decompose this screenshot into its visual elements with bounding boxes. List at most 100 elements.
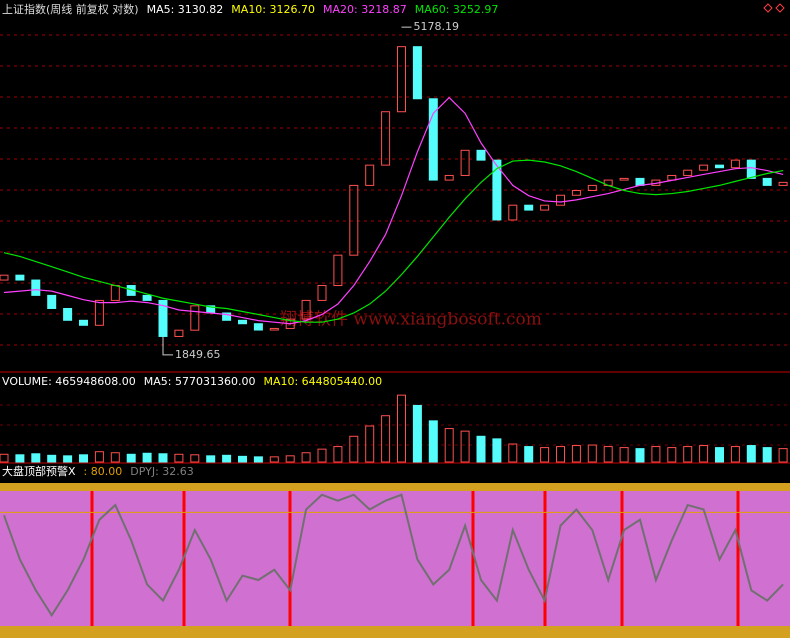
candle [746, 159, 756, 179]
candle [556, 194, 565, 206]
candle [571, 189, 581, 196]
candle [142, 294, 152, 301]
candle [699, 164, 709, 171]
volume-bar [699, 445, 709, 463]
ma-line [3, 159, 784, 323]
volume-bar [333, 446, 343, 463]
candle [715, 164, 724, 169]
candle [0, 274, 9, 281]
candle [619, 177, 629, 181]
volume-bar [476, 435, 486, 463]
candle [317, 285, 327, 301]
legend-entry: MA5: 577031360.00 [144, 375, 256, 388]
volume-bar [762, 447, 772, 463]
volume-bar [603, 446, 613, 463]
min-label: 1849.65 [175, 348, 221, 361]
candle [540, 204, 550, 211]
volume-bar [238, 455, 247, 463]
candle [476, 149, 486, 161]
volume-bar [31, 453, 41, 463]
legend-entry: MA20: 3218.87 [323, 3, 407, 16]
volume-bar [174, 453, 184, 463]
candle [174, 329, 184, 337]
candle [492, 159, 502, 221]
candle [47, 294, 57, 309]
volume-bar [142, 452, 152, 463]
volume-bar [285, 455, 295, 463]
volume-bar [667, 447, 677, 463]
ma-line [3, 96, 784, 325]
min-leader [162, 336, 173, 356]
volume-bar [63, 455, 73, 463]
volume-bar [15, 454, 25, 463]
volume-bar [635, 448, 645, 463]
volume-bar [317, 448, 327, 463]
legend-entry: : 80.00 [84, 465, 123, 478]
candle [333, 254, 343, 287]
candle [762, 177, 772, 186]
volume-bar [492, 438, 502, 463]
indicator-band-top [0, 483, 790, 491]
indicator-background [0, 483, 790, 638]
volume-bar [412, 404, 422, 463]
volume-bar [571, 445, 581, 463]
candle [31, 279, 41, 296]
candle [253, 323, 263, 331]
candle [63, 307, 73, 321]
candle [190, 305, 200, 331]
legend-entry: MA10: 644805440.00 [263, 375, 382, 388]
volume-bar [253, 456, 263, 463]
candle [365, 164, 375, 186]
legend-entry: VOLUME: 465948608.00 [2, 375, 136, 388]
candle [778, 181, 788, 186]
volume-bar [587, 444, 597, 463]
volume-bar [110, 452, 120, 463]
volume-bar [683, 446, 693, 463]
candle [301, 299, 311, 320]
candle [269, 327, 279, 331]
watermark: 翔博软件 www.xiangbosoft.com [280, 310, 542, 330]
candle [444, 174, 454, 181]
volume-bar [778, 448, 788, 463]
volume-bar [619, 447, 629, 463]
candle [460, 149, 470, 176]
volume-bar [381, 415, 391, 463]
candle [397, 46, 406, 113]
candle [683, 169, 693, 176]
volume-bar [715, 447, 724, 463]
corner-icons [763, 3, 785, 13]
volume-bar [428, 420, 438, 463]
candle [79, 319, 88, 326]
volume-bar [79, 454, 88, 463]
volume-bar [730, 446, 740, 463]
volume-bar [746, 445, 756, 463]
volume-bar [365, 425, 375, 463]
volume-bar [269, 456, 279, 463]
candle [587, 184, 597, 191]
candle [238, 319, 247, 325]
volume-bar [158, 453, 168, 463]
legend-entry: MA10: 3126.70 [231, 3, 315, 16]
candle [94, 299, 104, 326]
legend-entry: MA5: 3130.82 [147, 3, 224, 16]
legend-entry: 大盘顶部预警X [2, 464, 76, 478]
volume-bar [397, 394, 406, 463]
volume-bar [190, 454, 200, 463]
volume-bar [540, 447, 550, 463]
indicator-band-bottom [0, 626, 790, 638]
legend-entry: DPYJ: 32.63 [130, 465, 194, 478]
candle [222, 312, 232, 321]
volume-bar [94, 451, 104, 463]
volume-bar [222, 454, 232, 463]
volume-bar [508, 443, 518, 463]
volume-bar [444, 428, 454, 463]
panel-title: 上证指数(周线 前复权 对数) [2, 2, 139, 16]
volume-bar [556, 446, 565, 463]
candle [524, 204, 534, 211]
candle [349, 184, 359, 256]
volume-bar [126, 453, 136, 463]
candle [15, 274, 25, 281]
volume-bar [206, 455, 216, 463]
candle [412, 46, 422, 100]
candle [381, 111, 391, 166]
